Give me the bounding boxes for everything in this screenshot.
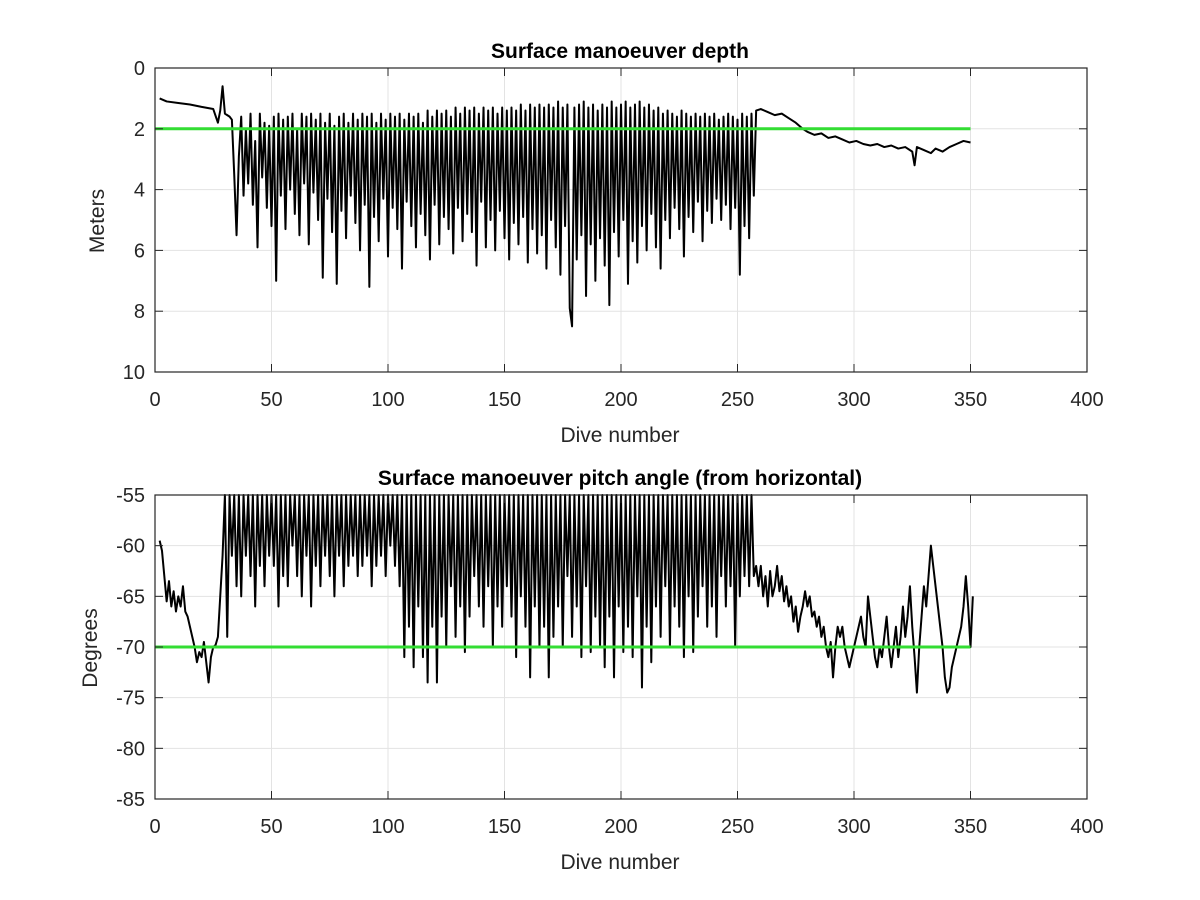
pitch-y-tick-label: -85 xyxy=(116,789,145,811)
depth-series-line xyxy=(159,85,971,328)
pitch-x-tick-label: 300 xyxy=(837,816,870,838)
depth-y-tick-label: 10 xyxy=(123,362,145,384)
pitch-plot-ylabel: Degrees xyxy=(79,608,102,687)
depth-plot: Surface manoeuver depth Dive number Mete… xyxy=(86,40,1104,447)
pitch-y-tick-label: -70 xyxy=(116,637,145,659)
pitch-x-tick-label: 0 xyxy=(149,816,160,838)
depth-y-tick-label: 6 xyxy=(134,240,145,262)
depth-y-tick-label: 4 xyxy=(134,180,145,202)
pitch-x-tick-label: 50 xyxy=(260,816,282,838)
depth-y-tick-label: 0 xyxy=(134,58,145,80)
pitch-y-tick-label: -75 xyxy=(116,688,145,710)
depth-plot-title: Surface manoeuver depth xyxy=(491,40,749,63)
pitch-plot-title: Surface manoeuver pitch angle (from hori… xyxy=(378,467,862,490)
pitch-x-tick-label: 350 xyxy=(954,816,987,838)
pitch-x-tick-label: 150 xyxy=(488,816,521,838)
depth-x-tick-label: 350 xyxy=(954,389,987,411)
depth-x-tick-label: 0 xyxy=(149,389,160,411)
depth-plot-xlabel: Dive number xyxy=(560,424,679,447)
pitch-y-tick-label: -65 xyxy=(116,586,145,608)
depth-plot-ylabel: Meters xyxy=(86,189,109,253)
pitch-y-tick-label: -60 xyxy=(116,536,145,558)
depth-x-tick-label: 250 xyxy=(721,389,754,411)
depth-x-tick-label: 100 xyxy=(371,389,404,411)
pitch-series-line xyxy=(158,494,974,694)
pitch-x-tick-label: 400 xyxy=(1070,816,1103,838)
depth-x-tick-label: 300 xyxy=(837,389,870,411)
pitch-y-tick-label: -80 xyxy=(116,738,145,760)
depth-y-tick-label: 2 xyxy=(134,119,145,141)
depth-x-tick-label: 150 xyxy=(488,389,521,411)
pitch-y-tick-label: -55 xyxy=(116,485,145,507)
depth-x-tick-label: 50 xyxy=(260,389,282,411)
depth-y-tick-label: 8 xyxy=(134,301,145,323)
pitch-x-tick-label: 250 xyxy=(721,816,754,838)
pitch-x-tick-label: 100 xyxy=(371,816,404,838)
pitch-plot: Surface manoeuver pitch angle (from hori… xyxy=(79,467,1104,874)
pitch-plot-xlabel: Dive number xyxy=(560,851,679,874)
pitch-x-tick-label: 200 xyxy=(604,816,637,838)
depth-x-tick-label: 400 xyxy=(1070,389,1103,411)
depth-x-tick-label: 200 xyxy=(604,389,637,411)
